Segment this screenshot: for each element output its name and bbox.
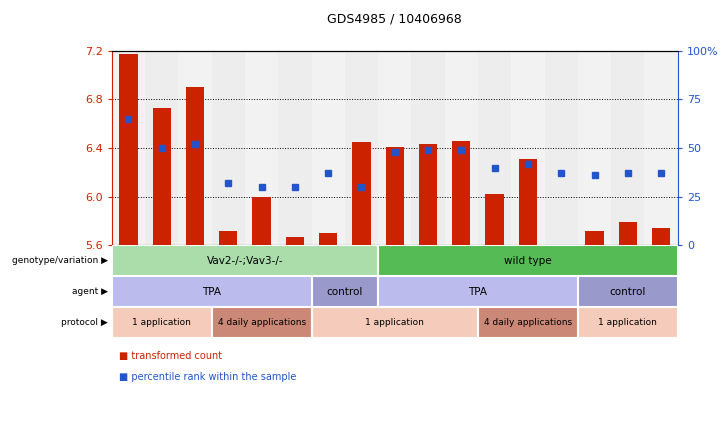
Text: protocol ▶: protocol ▶	[61, 318, 108, 327]
Bar	[552, 245, 570, 249]
Bar	[119, 55, 138, 245]
Bar	[212, 51, 245, 245]
Bar	[145, 51, 178, 245]
Bar	[219, 231, 237, 245]
Text: agent ▶: agent ▶	[72, 287, 108, 296]
Bar	[386, 147, 404, 245]
Text: control: control	[327, 287, 363, 297]
Bar	[286, 237, 304, 245]
Bar	[178, 51, 212, 245]
Bar	[186, 87, 204, 245]
Bar	[112, 245, 378, 276]
Bar	[252, 197, 270, 245]
Text: TPA: TPA	[202, 287, 221, 297]
Bar	[378, 51, 412, 245]
Text: control: control	[610, 287, 646, 297]
Bar	[652, 228, 671, 245]
Bar	[578, 51, 611, 245]
Text: Vav2-/-;Vav3-/-: Vav2-/-;Vav3-/-	[207, 256, 283, 266]
Text: 4 daily applications: 4 daily applications	[218, 318, 306, 327]
Bar	[519, 159, 537, 245]
Bar	[278, 51, 311, 245]
Text: ■ transformed count: ■ transformed count	[119, 351, 222, 361]
Bar	[578, 307, 678, 338]
Bar	[452, 141, 471, 245]
Bar	[311, 276, 378, 307]
Text: ■ percentile rank within the sample: ■ percentile rank within the sample	[119, 372, 296, 382]
Text: 4 daily applications: 4 daily applications	[484, 318, 572, 327]
Bar	[611, 51, 645, 245]
Bar	[619, 222, 637, 245]
Bar	[445, 51, 478, 245]
Bar	[319, 233, 337, 245]
Bar	[544, 51, 578, 245]
Text: wild type: wild type	[504, 256, 552, 266]
Bar	[511, 51, 544, 245]
Text: 1 application: 1 application	[598, 318, 658, 327]
Text: 1 application: 1 application	[366, 318, 424, 327]
Bar	[112, 307, 212, 338]
Bar	[585, 231, 603, 245]
Bar	[153, 108, 171, 245]
Bar	[478, 307, 578, 338]
Bar	[412, 51, 445, 245]
Bar	[345, 51, 378, 245]
Bar	[378, 245, 678, 276]
Bar	[419, 144, 437, 245]
Bar	[645, 51, 678, 245]
Bar	[478, 51, 511, 245]
Bar	[112, 51, 145, 245]
Bar	[245, 51, 278, 245]
Text: 1 application: 1 application	[132, 318, 191, 327]
Text: genotype/variation ▶: genotype/variation ▶	[12, 256, 108, 265]
Bar	[212, 307, 311, 338]
Bar	[485, 194, 504, 245]
Text: TPA: TPA	[469, 287, 487, 297]
Bar	[378, 276, 578, 307]
Text: GDS4985 / 10406968: GDS4985 / 10406968	[327, 12, 462, 25]
Bar	[578, 276, 678, 307]
Bar	[311, 51, 345, 245]
Bar	[112, 276, 311, 307]
Bar	[311, 307, 478, 338]
Bar	[353, 142, 371, 245]
